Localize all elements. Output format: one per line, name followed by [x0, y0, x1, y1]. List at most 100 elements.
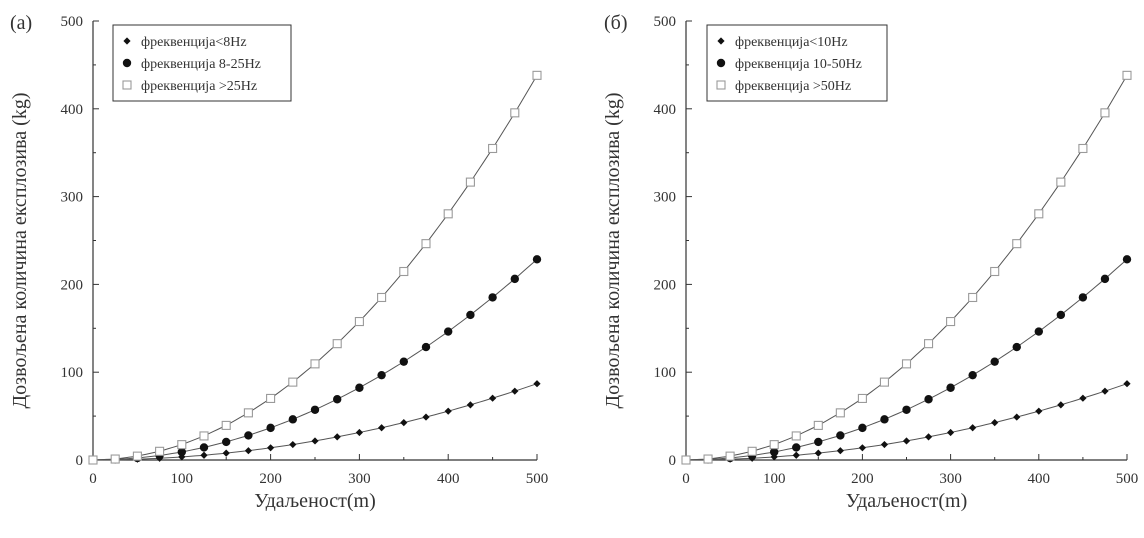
x-tick-label: 0: [682, 471, 690, 487]
data-point-open-square: [532, 70, 542, 80]
data-point-diamond: [1035, 407, 1043, 415]
data-point-circle: [946, 383, 955, 392]
data-point-circle: [377, 370, 386, 380]
x-tick-label: 200: [259, 471, 282, 487]
data-point-diamond: [1013, 413, 1021, 421]
data-point-circle: [177, 447, 186, 457]
data-point-circle: [924, 395, 933, 404]
data-point-diamond: [378, 424, 386, 432]
data-point-circle: [814, 437, 823, 447]
data-point-open-square: [1012, 239, 1022, 249]
data-point-circle: [399, 357, 408, 366]
data-point-circle: [333, 395, 342, 404]
data-point-open-square: [510, 108, 520, 118]
data-point-circle: [199, 443, 209, 452]
data-point-open-square: [266, 393, 276, 404]
data-point-open-square: [879, 377, 890, 387]
y-tick-label: 500: [654, 14, 677, 30]
data-point-circle: [770, 447, 779, 457]
data-point-circle: [244, 431, 253, 440]
data-point-circle: [444, 327, 453, 336]
data-point-circle: [836, 431, 845, 440]
x-tick-label: 400: [437, 471, 460, 487]
legend-box: [112, 24, 292, 102]
legend-label: фреквенција<8Hz: [141, 35, 247, 50]
legend: фреквенција<10Hz фреквенција 10-50Hz фрекв…: [706, 24, 888, 102]
x-tick-label: 100: [763, 471, 786, 487]
data-point-circle: [792, 443, 801, 452]
legend: фреквенција<8Hz фреквенција 8-25Hz фреквен…: [112, 24, 292, 102]
data-point-open-square: [88, 455, 98, 465]
data-point-open-square: [221, 420, 231, 430]
data-point-open-square: [377, 292, 387, 303]
data-point-open-square: [488, 143, 498, 154]
y-tick-label: 200: [61, 277, 84, 293]
y-tick-label: 300: [61, 190, 84, 206]
data-point-circle: [968, 370, 977, 380]
chart-panel-1: 0 100 200 300 400 500 0 100 200 300 400 500 Удаљенос…: [9, 12, 548, 512]
data-point-open-square: [421, 239, 431, 249]
data-point-circle: [902, 405, 911, 414]
data-point-circle: [310, 405, 320, 414]
data-point-open-square: [681, 455, 691, 465]
data-point-diamond: [814, 449, 822, 457]
data-point-circle: [1034, 327, 1044, 336]
legend-label: фреквенција 10-50Hz: [735, 57, 862, 72]
y-tick-label: 100: [61, 365, 84, 381]
data-point-diamond: [489, 394, 497, 402]
y-tick-label: 0: [669, 453, 677, 469]
data-point-diamond: [836, 447, 844, 455]
data-point-open-square: [132, 451, 142, 461]
data-point-diamond: [880, 440, 889, 449]
data-point-circle: [858, 423, 867, 433]
data-point-diamond: [858, 444, 866, 452]
data-point-diamond: [511, 387, 519, 395]
data-point-diamond: [289, 440, 297, 449]
data-point-diamond: [533, 380, 541, 388]
data-point-circle: [510, 274, 519, 284]
legend-marker-open-square: [716, 80, 726, 90]
legend-box: [706, 24, 888, 102]
data-point-open-square: [1100, 108, 1110, 118]
data-point-diamond: [200, 451, 208, 459]
legend-label: фреквенција >25Hz: [141, 79, 257, 94]
panel-label: (а): [10, 12, 32, 34]
data-point-diamond: [969, 424, 977, 432]
chart-panel-2: 0 100 200 300 400 500 0 100 200 300 400 500 Удаљенос…: [602, 12, 1138, 512]
data-point-circle: [880, 415, 889, 424]
data-point-open-square: [1122, 70, 1132, 80]
data-point-circle: [355, 383, 364, 392]
data-point-diamond: [311, 437, 319, 445]
data-point-diamond: [991, 418, 999, 427]
data-point-diamond: [267, 444, 275, 452]
data-point-diamond: [924, 433, 933, 441]
data-point-open-square: [310, 359, 320, 369]
data-point-circle: [466, 310, 475, 320]
data-point-open-square: [199, 431, 209, 441]
legend-marker-diamond: [717, 37, 725, 45]
y-axis-title: Дозвољена количина експлозива (kg): [9, 93, 31, 409]
legend-marker-circle: [122, 58, 132, 68]
data-point-circle: [266, 423, 275, 433]
data-point-open-square: [443, 209, 453, 219]
data-point-diamond: [902, 437, 911, 445]
x-axis-title: Удаљеност(m): [254, 490, 376, 512]
data-point-diamond: [400, 418, 408, 427]
x-tick-label: 300: [939, 471, 962, 487]
data-point-circle: [1078, 293, 1088, 302]
legend-marker-open-square: [122, 80, 132, 90]
y-tick-label: 200: [654, 277, 677, 293]
data-point-circle: [222, 437, 231, 447]
data-point-diamond: [1101, 387, 1109, 395]
data-point-open-square: [1034, 209, 1044, 219]
data-point-open-square: [813, 420, 823, 430]
y-axis-title: Дозвољена количина експлозива (kg): [602, 93, 624, 409]
data-point-open-square: [399, 266, 409, 277]
x-tick-label: 300: [348, 471, 371, 487]
data-point-diamond: [422, 413, 430, 421]
data-point-circle: [532, 255, 542, 264]
data-point-diamond: [947, 428, 955, 437]
data-point-open-square: [968, 292, 978, 303]
y-tick-label: 300: [654, 190, 677, 206]
